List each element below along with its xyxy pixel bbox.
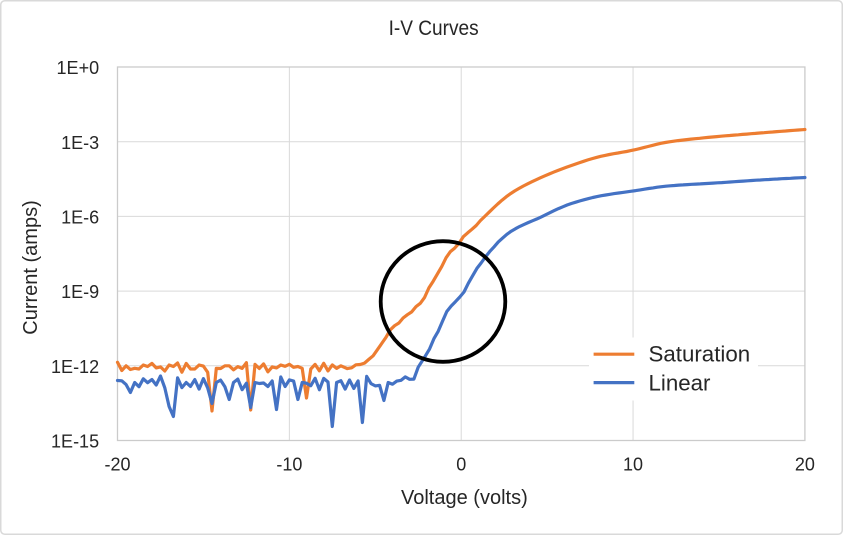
svg-text:1E-12: 1E-12 — [51, 357, 99, 377]
svg-text:1E-6: 1E-6 — [61, 208, 99, 228]
svg-text:Current (amps): Current (amps) — [20, 200, 42, 334]
svg-text:1E-9: 1E-9 — [61, 282, 99, 302]
svg-text:10: 10 — [623, 455, 643, 475]
svg-text:1E-3: 1E-3 — [61, 133, 99, 153]
svg-text:20: 20 — [795, 455, 815, 475]
svg-text:-10: -10 — [276, 455, 302, 475]
svg-text:1E-15: 1E-15 — [51, 432, 99, 452]
svg-text:1E+0: 1E+0 — [57, 58, 100, 78]
svg-text:0: 0 — [456, 455, 466, 475]
svg-text:I-V Curves: I-V Curves — [389, 17, 479, 40]
svg-text:Voltage (volts): Voltage (volts) — [401, 487, 528, 509]
svg-text:-20: -20 — [104, 455, 130, 475]
svg-text:Linear: Linear — [649, 371, 712, 396]
svg-text:Saturation: Saturation — [649, 341, 751, 366]
